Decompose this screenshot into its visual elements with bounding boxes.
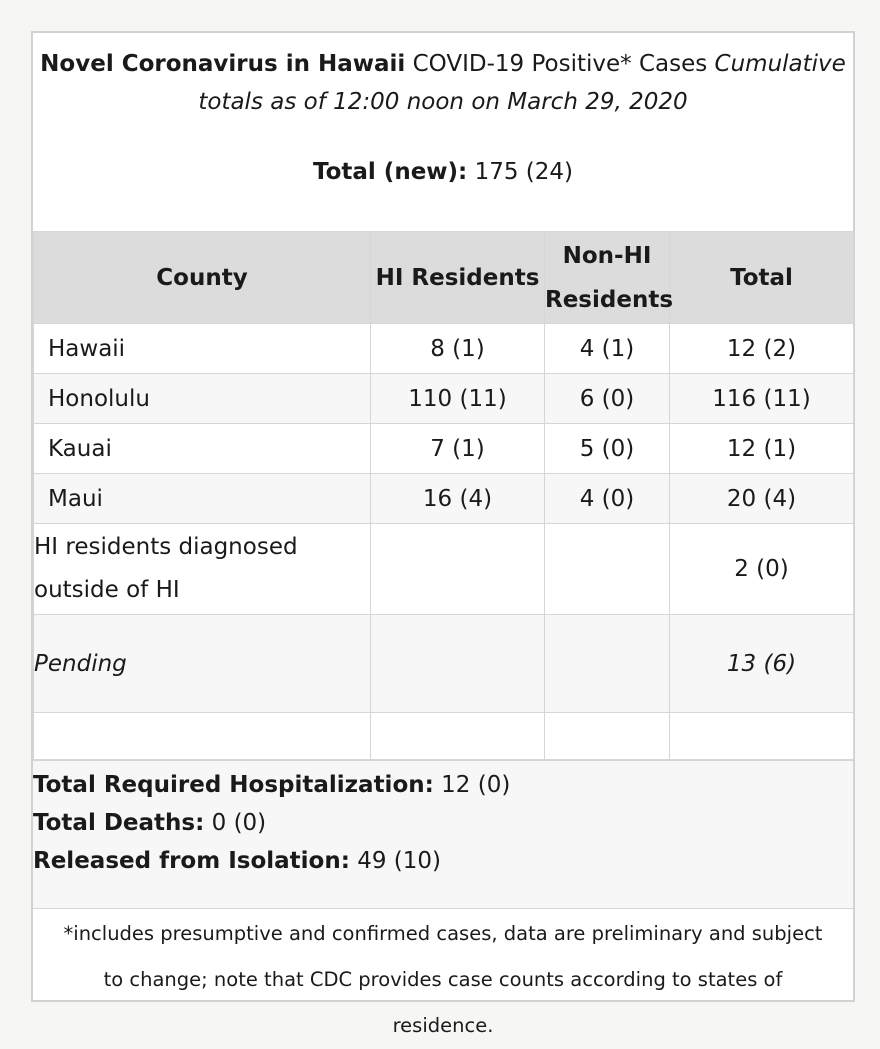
county-cell: Hawaii: [33, 323, 371, 374]
table-row: HI residents diagnosed outside of HI 2 (…: [33, 523, 854, 615]
covid-cases-table-card: Novel Coronavirus in Hawaii COVID-19 Pos…: [31, 31, 855, 1037]
county-cell: HI residents diagnosed outside of HI: [33, 523, 371, 615]
title-date-line: totals as of 12:00 noon on March 29, 202…: [33, 83, 853, 121]
title-bold: Novel Coronavirus in Hawaii: [40, 51, 406, 77]
total-cell: 20 (4): [669, 473, 854, 524]
total-value: 175 (24): [474, 159, 574, 185]
county-cell: Kauai: [33, 423, 371, 474]
title-italic-1: Cumulative: [714, 51, 846, 77]
total-label: Total (new):: [312, 159, 468, 185]
hospitalization-label: Total Required Hospitalization:: [33, 772, 434, 798]
hi-residents-cell: 8 (1): [370, 323, 545, 374]
non-hi-residents-cell: 4 (1): [544, 323, 670, 374]
released-line: Released from Isolation: 49 (10): [33, 842, 853, 880]
table-header-row: County HI Residents Non-HI Residents Tot…: [33, 231, 854, 324]
column-header-hi-residents: HI Residents: [370, 231, 545, 324]
summary-block: Total Required Hospitalization: 12 (0) T…: [33, 760, 853, 908]
table-row: Maui 16 (4) 4 (0) 20 (4): [33, 473, 854, 524]
empty-cell: [669, 712, 854, 760]
hospitalization-value: 12 (0): [441, 772, 511, 798]
non-hi-residents-cell: [544, 614, 670, 713]
county-cell: Honolulu: [33, 373, 371, 424]
hi-residents-cell: [370, 523, 545, 615]
table-row: Hawaii 8 (1) 4 (1) 12 (2): [33, 323, 854, 374]
county-cell: Maui: [33, 473, 371, 524]
total-cell: 2 (0): [669, 523, 854, 615]
total-cell: 13 (6): [669, 614, 854, 713]
county-cell: Pending: [33, 614, 371, 713]
hospitalization-line: Total Required Hospitalization: 12 (0): [33, 766, 853, 804]
title-regular: COVID-19 Positive* Cases: [412, 51, 708, 77]
released-label: Released from Isolation:: [33, 848, 350, 874]
cases-table: County HI Residents Non-HI Residents Tot…: [33, 231, 854, 760]
column-header-county: County: [33, 231, 371, 324]
table-caption: Novel Coronavirus in Hawaii COVID-19 Pos…: [33, 33, 853, 231]
deaths-line: Total Deaths: 0 (0): [33, 804, 853, 842]
hi-residents-cell: 110 (11): [370, 373, 545, 424]
hi-residents-cell: 16 (4): [370, 473, 545, 524]
title-italic-2: totals as of 12:00 noon on March 29, 202…: [198, 89, 688, 115]
non-hi-residents-cell: 5 (0): [544, 423, 670, 474]
table-title: Novel Coronavirus in Hawaii COVID-19 Pos…: [33, 45, 853, 83]
released-value: 49 (10): [357, 848, 442, 874]
hi-residents-cell: [370, 614, 545, 713]
footnote: *includes presumptive and confirmed case…: [33, 908, 853, 1049]
total-cell: 12 (1): [669, 423, 854, 474]
empty-cell: [33, 712, 371, 760]
hi-residents-cell: 7 (1): [370, 423, 545, 474]
non-hi-residents-cell: [544, 523, 670, 615]
column-header-non-hi-residents: Non-HI Residents: [544, 231, 673, 324]
empty-cell: [544, 712, 670, 760]
non-hi-residents-cell: 4 (0): [544, 473, 670, 524]
deaths-label: Total Deaths:: [33, 810, 205, 836]
table-row-empty: [33, 712, 854, 760]
table-row-pending: Pending 13 (6): [33, 614, 854, 713]
deaths-value: 0 (0): [211, 810, 267, 836]
table-row: Honolulu 110 (11) 6 (0) 116 (11): [33, 373, 854, 424]
total-cell: 116 (11): [669, 373, 854, 424]
total-new-line: Total (new): 175 (24): [33, 153, 853, 191]
table-row: Kauai 7 (1) 5 (0) 12 (1): [33, 423, 854, 474]
column-header-total: Total: [669, 231, 854, 324]
empty-cell: [370, 712, 545, 760]
non-hi-residents-cell: 6 (0): [544, 373, 670, 424]
total-cell: 12 (2): [669, 323, 854, 374]
